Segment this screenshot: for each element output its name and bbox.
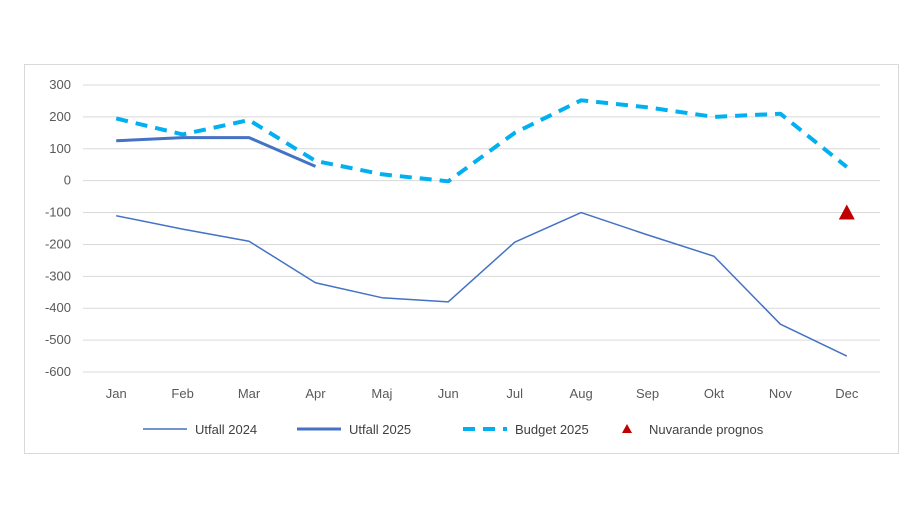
series-line-utfall-2024 — [116, 211, 848, 357]
x-axis-ticks: Jan Feb Mar Apr Maj Jun Jul Aug Sep Okt Nov Dec — [106, 386, 859, 401]
series-line-budget-2025 — [115, 98, 849, 184]
x-tick-label-aug: Aug — [570, 386, 593, 401]
x-tick-label-apr: Apr — [305, 386, 326, 401]
y-tick-label: -200 — [45, 236, 71, 251]
y-tick-label: -100 — [45, 205, 71, 220]
legend-label-utfall-2024: Utfall 2024 — [195, 422, 257, 437]
gridlines — [83, 84, 880, 373]
y-axis-ticks: 300 200 100 0 -100 -200 -300 -400 -500 -600 — [45, 77, 71, 379]
legend-swatch-nuvarande-prognos — [622, 424, 632, 433]
x-tick-label-jun: Jun — [438, 386, 459, 401]
x-tick-label-feb: Feb — [171, 386, 193, 401]
x-tick-label-jul: Jul — [506, 386, 523, 401]
x-tick-label-sep: Sep — [636, 386, 659, 401]
x-tick-label-mar: Mar — [238, 386, 261, 401]
x-tick-label-okt: Okt — [704, 386, 725, 401]
line-chart: 300 200 100 0 -100 -200 -300 -400 -500 -600 Jan Fe… — [45, 77, 880, 437]
x-tick-label-maj: Maj — [371, 386, 392, 401]
y-tick-label: -400 — [45, 300, 71, 315]
y-tick-label: 100 — [49, 141, 71, 156]
y-tick-label: -500 — [45, 332, 71, 347]
legend: Utfall 2024 Utfall 2025 Budget 2025 Nuvaran… — [143, 422, 764, 437]
legend-label-budget-2025: Budget 2025 — [515, 422, 589, 437]
series-line-utfall-2025 — [116, 136, 317, 168]
y-tick-label: 300 — [49, 77, 71, 92]
y-tick-label: 0 — [64, 173, 71, 188]
point-nuvarande-prognos-dec — [838, 204, 855, 220]
x-tick-label-dec: Dec — [835, 386, 859, 401]
legend-label-utfall-2025: Utfall 2025 — [349, 422, 411, 437]
x-tick-label-nov: Nov — [769, 386, 793, 401]
chart-frame: 300 200 100 0 -100 -200 -300 -400 -500 -600 Jan Fe… — [24, 64, 899, 454]
x-tick-label-jan: Jan — [106, 386, 127, 401]
legend-label-nuvarande-prognos: Nuvarande prognos — [649, 422, 764, 437]
y-tick-label: -300 — [45, 268, 71, 283]
series-lines — [115, 98, 855, 357]
y-tick-label: 200 — [49, 109, 71, 124]
y-tick-label: -600 — [45, 364, 71, 379]
